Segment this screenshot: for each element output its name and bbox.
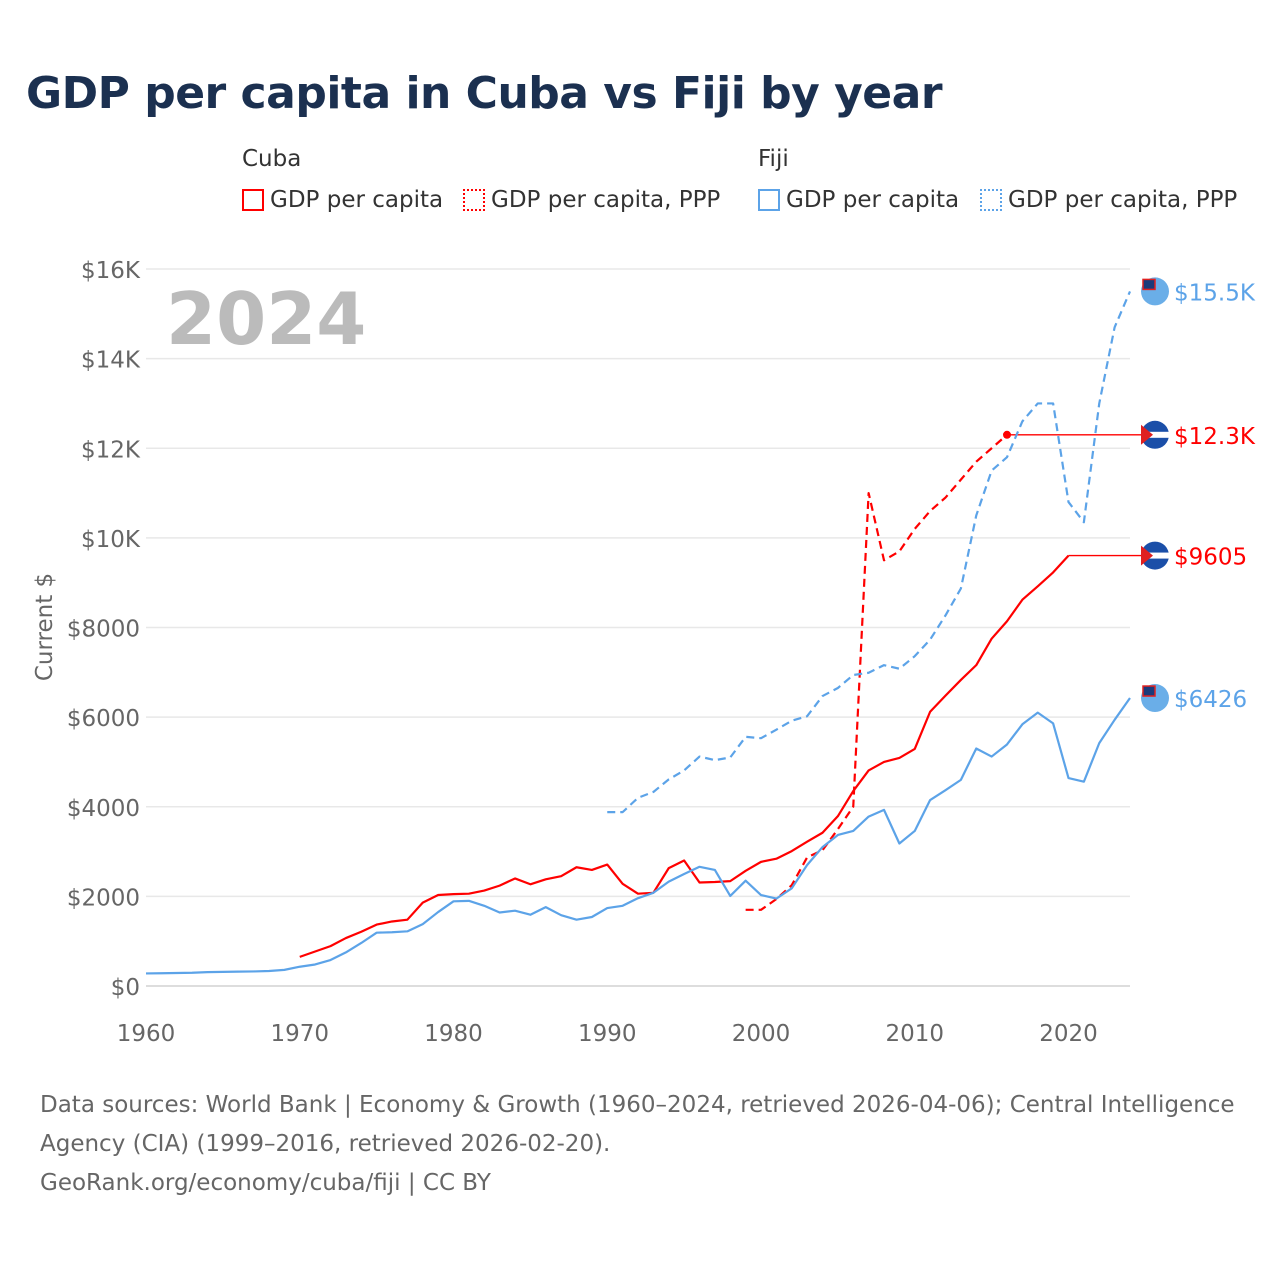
- x-tick-label: 2010: [885, 1021, 944, 1047]
- legend-group-cuba: Cuba: [242, 146, 302, 172]
- x-tick-label: 1990: [578, 1021, 637, 1047]
- y-tick-label: $10K: [81, 527, 141, 553]
- legend-fiji-gdp[interactable]: GDP per capita: [758, 187, 959, 213]
- legend-label: GDP per capita, PPP: [491, 187, 721, 213]
- y-tick-label: $6000: [67, 706, 140, 732]
- y-tick-label: $2000: [67, 885, 140, 911]
- legend-cuba-ppp[interactable]: GDP per capita, PPP: [463, 187, 720, 213]
- legend-label: GDP per capita, PPP: [1008, 187, 1238, 213]
- legend-swatch: [758, 189, 780, 211]
- y-tick-label: $16K: [81, 258, 141, 284]
- y-tick-label: $14K: [81, 348, 141, 374]
- y-tick-label: $4000: [67, 796, 140, 822]
- year-watermark: 2024: [166, 277, 366, 361]
- x-tick-label: 2000: [732, 1021, 791, 1047]
- series-line-cuba-gdp-per-capita-ppp: [745, 433, 1008, 911]
- legend-swatch: [463, 189, 485, 211]
- cuba-flag-triangle: [1141, 424, 1153, 445]
- y-tick-label: $8000: [67, 617, 140, 643]
- end-value-label: $6426: [1174, 687, 1247, 713]
- legend-group-fiji: Fiji: [758, 146, 789, 172]
- legend-swatch: [980, 189, 1002, 211]
- footer: Data sources: World Bank | Economy & Gro…: [40, 1086, 1250, 1203]
- x-tick-label: 2020: [1039, 1021, 1098, 1047]
- x-tick-label: 1970: [270, 1021, 329, 1047]
- end-value-label: $12.3K: [1174, 424, 1256, 450]
- legend-cuba-gdp[interactable]: GDP per capita: [242, 187, 443, 213]
- legend-label: GDP per capita: [270, 187, 444, 213]
- end-value-label: $9605: [1174, 545, 1247, 571]
- x-tick-label: 1980: [424, 1021, 483, 1047]
- series-line-fiji-gdp-per-capita-ppp: [607, 290, 1132, 814]
- legend-fiji-ppp[interactable]: GDP per capita, PPP: [980, 187, 1237, 213]
- source-link[interactable]: GeoRank.org/economy/cuba/fiji | CC BY: [40, 1170, 491, 1196]
- legend-swatch: [242, 189, 264, 211]
- end-point: [1003, 430, 1011, 439]
- cuba-flag-stripe: [1141, 552, 1169, 559]
- series-line-fiji-gdp-per-capita: [145, 697, 1131, 975]
- data-sources: Data sources: World Bank | Economy & Gro…: [40, 1092, 1235, 1157]
- cuba-flag-stripe: [1141, 431, 1169, 438]
- cuba-flag-triangle: [1141, 545, 1153, 566]
- fiji-flag-union: [1142, 278, 1156, 291]
- series-line-cuba-gdp-per-capita: [299, 554, 1070, 958]
- legend-label: GDP per capita: [786, 187, 960, 213]
- x-tick-label: 1960: [117, 1021, 176, 1047]
- end-value-label: $15.5K: [1174, 280, 1256, 306]
- y-tick-label: $0: [111, 975, 140, 1001]
- chart-title: GDP per capita in Cuba vs Fiji by year: [26, 68, 943, 119]
- y-axis-label: Current $: [32, 573, 58, 681]
- fiji-flag-union: [1142, 685, 1156, 697]
- y-tick-label: $12K: [81, 437, 141, 463]
